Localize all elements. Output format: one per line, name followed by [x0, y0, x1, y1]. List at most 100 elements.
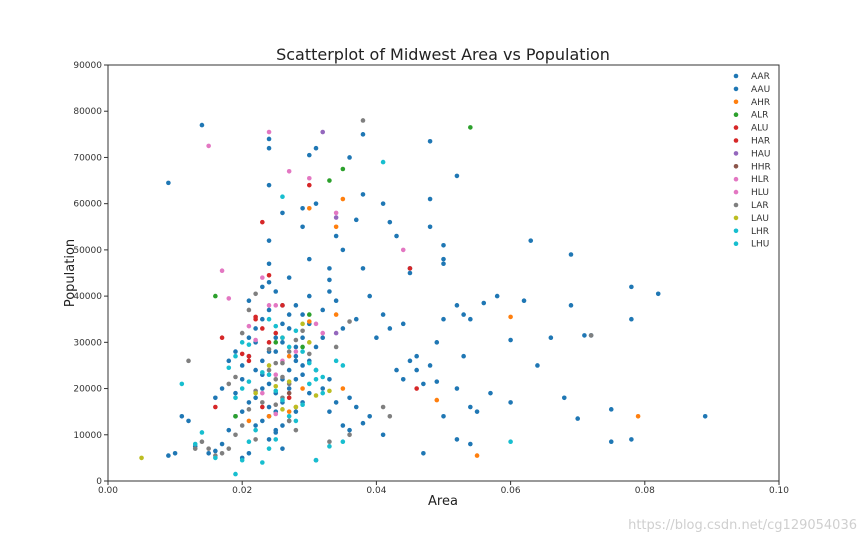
point-lhu: [239, 340, 245, 345]
point-lar: [246, 407, 252, 412]
point-lar: [253, 291, 258, 297]
point-aar: [286, 367, 292, 373]
point-aar: [260, 386, 265, 391]
point-lhr: [239, 457, 245, 463]
point-lhu: [280, 335, 285, 341]
legend-label-lhr: LHR: [751, 227, 769, 237]
point-hhr: [286, 390, 292, 396]
point-lhu: [226, 365, 232, 371]
point-aar: [333, 233, 339, 239]
point-alr: [307, 312, 312, 317]
watermark-text: https://blog.csdn.net/cg129054036: [628, 518, 857, 533]
point-aau: [253, 423, 258, 428]
point-aau: [280, 210, 285, 216]
point-aar: [347, 155, 352, 160]
point-aar: [320, 335, 326, 341]
point-lar: [192, 446, 198, 451]
y-axis-ticks: 0 10000 20000 30000 40000 50000 60000 70000 8000…: [73, 61, 108, 487]
point-lar: [333, 344, 339, 350]
point-lar: [327, 439, 332, 445]
point-aar: [441, 242, 446, 248]
point-hlr: [320, 330, 326, 336]
y-tick-label: 90000: [73, 61, 102, 71]
legend-label-lhu: LHU: [751, 240, 769, 250]
legend-marker-hhr: [733, 164, 739, 169]
point-aar: [421, 381, 426, 387]
point-lar: [206, 446, 211, 451]
point-aar: [508, 400, 513, 405]
legend-marker-alu: [733, 125, 739, 130]
point-aar: [307, 390, 312, 396]
point-aau: [266, 136, 272, 142]
point-aar: [260, 358, 265, 364]
point-aar: [528, 238, 534, 243]
point-lhu: [246, 342, 252, 347]
point-hlr: [246, 323, 252, 329]
point-aar: [293, 377, 299, 382]
point-ahr: [333, 224, 339, 230]
point-lar: [226, 446, 232, 451]
point-aar: [481, 300, 487, 306]
point-aar: [394, 367, 399, 373]
point-aar: [226, 427, 232, 433]
point-lhr: [286, 413, 292, 419]
legend-label-alr: ALR: [751, 111, 768, 121]
point-lhr: [293, 418, 299, 424]
point-aar: [293, 353, 299, 359]
point-aar: [233, 390, 238, 396]
point-lau: [293, 404, 299, 410]
point-lhr: [508, 439, 513, 445]
point-aar: [508, 337, 513, 343]
point-aar: [179, 413, 185, 419]
point-lhr: [307, 381, 312, 387]
point-aar: [273, 289, 279, 294]
point-lar: [380, 404, 386, 410]
point-aar: [340, 326, 346, 331]
point-ahr: [286, 409, 292, 414]
point-aar: [239, 363, 245, 368]
point-hlr: [307, 175, 312, 181]
point-lhr: [313, 457, 319, 463]
point-aar: [327, 409, 332, 414]
point-lhr: [313, 377, 319, 382]
point-aar: [367, 413, 372, 419]
point-aar: [454, 303, 460, 308]
point-alu: [273, 330, 279, 336]
legend-label-hlu: HLU: [751, 188, 769, 198]
y-tick-label: 70000: [73, 153, 102, 163]
point-aar: [166, 180, 171, 186]
x-tick-label: 0.00: [98, 486, 118, 496]
point-aar: [468, 441, 473, 447]
point-aar: [360, 132, 366, 137]
point-aar: [246, 335, 252, 341]
legend-label-hlr: HLR: [751, 175, 769, 185]
point-aar: [441, 316, 446, 322]
point-aar: [441, 413, 446, 419]
point-lar: [266, 346, 272, 352]
point-aar: [206, 450, 211, 456]
point-aar: [561, 395, 567, 401]
point-aar: [454, 386, 460, 391]
x-axis-ticks: 0.00 0.02 0.04 0.06 0.08 0.10: [98, 481, 789, 496]
point-lau: [327, 388, 332, 394]
point-aar: [702, 413, 708, 419]
point-lar: [280, 360, 285, 366]
point-aau: [273, 427, 279, 433]
point-aau: [380, 312, 386, 317]
point-aar: [300, 363, 305, 368]
y-axis-label: Population: [63, 239, 78, 307]
point-lhr: [239, 386, 245, 391]
point-lhr: [280, 397, 285, 403]
point-aar: [400, 377, 406, 382]
point-aau: [360, 266, 366, 271]
point-lar: [260, 400, 265, 405]
point-hau: [333, 330, 339, 336]
point-lar: [300, 328, 305, 334]
point-aar: [280, 423, 285, 428]
point-aar: [172, 450, 178, 456]
point-aau: [360, 420, 366, 426]
point-lar: [273, 377, 279, 382]
point-aar: [441, 261, 446, 267]
point-aar: [300, 335, 305, 341]
point-ahr: [333, 312, 339, 317]
